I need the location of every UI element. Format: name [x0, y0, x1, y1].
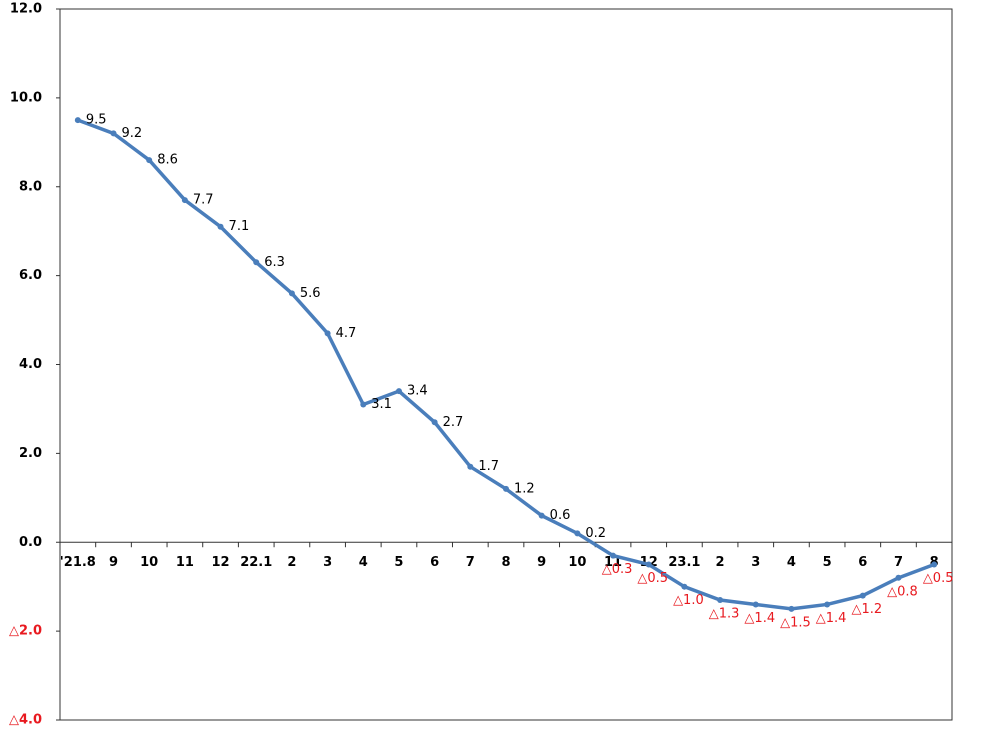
x-tick-label: 3 — [751, 555, 760, 570]
point — [574, 530, 581, 537]
point — [717, 597, 724, 604]
data-label: 7.1 — [229, 219, 250, 234]
y-tick-label: 8.0 — [19, 179, 42, 194]
data-label: 0.6 — [550, 508, 571, 523]
x-tick-label: '21.8 — [60, 555, 96, 570]
x-tick-label: 9 — [109, 555, 118, 570]
point — [324, 330, 331, 337]
x-tick-label: 12 — [212, 555, 230, 570]
x-tick-label: 5 — [823, 555, 832, 570]
point — [395, 388, 402, 395]
data-label: △0.5 — [637, 571, 668, 586]
x-tick-label: 2 — [716, 555, 725, 570]
y-tick-label: 10.0 — [10, 90, 42, 105]
point — [467, 463, 474, 470]
data-label: 6.3 — [264, 255, 285, 270]
point — [360, 401, 367, 408]
point — [253, 259, 260, 266]
point — [146, 157, 153, 164]
x-tick-label: 11 — [176, 555, 194, 570]
data-label: 9.5 — [86, 113, 107, 128]
data-label: 1.7 — [478, 459, 499, 474]
x-tick-label: 8 — [501, 555, 510, 570]
data-label: △0.8 — [887, 584, 918, 599]
y-tick-label: 4.0 — [19, 357, 42, 372]
point — [503, 485, 509, 492]
y-tick-label: 12.0 — [10, 2, 42, 17]
data-label: 8.6 — [157, 153, 178, 168]
point — [217, 223, 224, 230]
data-label: 5.6 — [300, 286, 321, 301]
x-tick-label: 5 — [394, 555, 403, 570]
data-label: △0.5 — [923, 571, 954, 586]
data-label: △1.2 — [851, 602, 882, 617]
point — [288, 290, 295, 297]
x-tick-label: 7 — [466, 555, 475, 570]
point — [824, 601, 831, 608]
x-tick-label: 2 — [287, 555, 296, 570]
point — [538, 512, 545, 519]
data-label: △1.5 — [780, 615, 811, 630]
y-tick-label: △4.0 — [9, 713, 42, 728]
point — [645, 561, 652, 568]
data-label: 2.7 — [443, 415, 464, 430]
point — [610, 552, 617, 559]
data-label: 3.4 — [407, 384, 428, 399]
y-tick-label: 2.0 — [19, 446, 42, 461]
point — [788, 605, 795, 612]
x-tick-label: 3 — [323, 555, 332, 570]
point — [895, 574, 902, 581]
data-label: 4.7 — [336, 326, 357, 341]
x-tick-label: 4 — [787, 555, 796, 570]
point — [181, 197, 188, 204]
x-tick-label: 7 — [894, 555, 903, 570]
point — [752, 601, 759, 608]
x-tick-label: 6 — [430, 555, 439, 570]
x-tick-label: 23.1 — [668, 555, 700, 570]
data-label: △1.4 — [816, 611, 847, 626]
data-label: △1.3 — [709, 607, 740, 622]
point — [431, 419, 438, 426]
data-label: △1.0 — [673, 593, 704, 608]
x-tick-label: 6 — [858, 555, 867, 570]
point — [681, 583, 688, 590]
y-tick-label: △2.0 — [9, 624, 42, 639]
point — [931, 561, 938, 568]
x-tick-label: 9 — [537, 555, 546, 570]
x-tick-label: 10 — [140, 555, 158, 570]
data-label: 1.2 — [514, 481, 535, 496]
data-label: 3.1 — [371, 397, 392, 412]
x-tick-label: 4 — [359, 555, 368, 570]
data-label: △0.3 — [602, 562, 633, 577]
y-tick-label: 6.0 — [19, 268, 42, 283]
x-tick-label: 22.1 — [240, 555, 272, 570]
data-label: △1.4 — [744, 611, 775, 626]
data-label: 9.2 — [122, 126, 143, 141]
point — [110, 130, 117, 137]
point — [74, 117, 81, 124]
y-tick-label: 0.0 — [19, 535, 42, 550]
x-tick-label: 10 — [568, 555, 586, 570]
data-label: 0.2 — [585, 526, 606, 541]
data-label: 7.7 — [193, 193, 214, 208]
point — [859, 592, 866, 599]
